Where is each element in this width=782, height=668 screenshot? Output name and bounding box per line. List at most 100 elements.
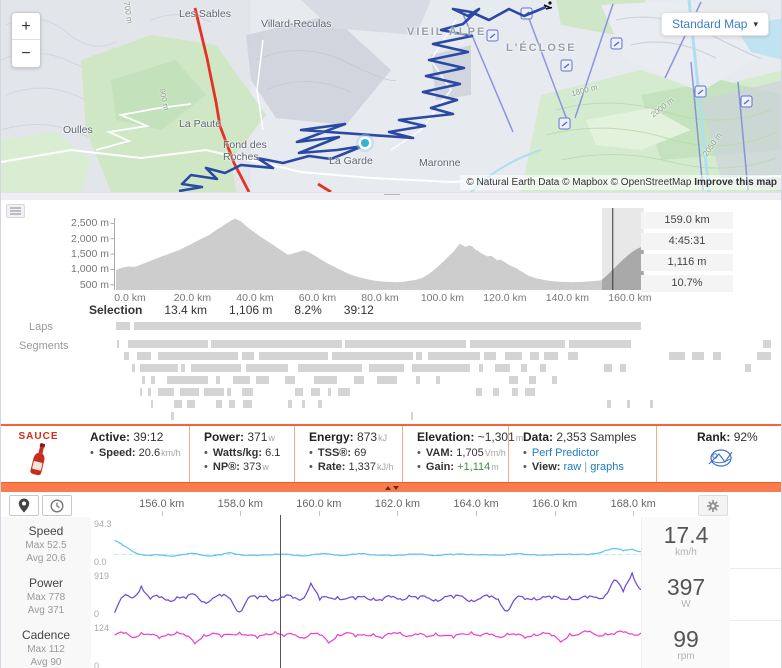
segment-bar[interactable] [528,376,536,384]
segment-bar[interactable] [494,364,511,372]
segment-bar[interactable] [190,364,242,372]
segment-bar[interactable] [484,352,496,360]
segment-bar[interactable] [415,352,422,360]
segment-bar[interactable] [136,352,152,360]
segment-bar[interactable] [505,352,523,360]
segment-bar[interactable] [757,352,771,360]
segment-bar[interactable] [210,340,342,348]
cadence-chart[interactable]: 124 0 [91,621,641,668]
segment-bar[interactable] [203,388,225,396]
segment-bar[interactable] [302,400,306,408]
segment-bar[interactable] [569,340,632,348]
map-style-button[interactable]: Standard Map ▾ [661,12,769,36]
map-zoom-in-button[interactable]: + [12,13,40,40]
segment-bar[interactable] [520,364,528,372]
segment-bar[interactable] [258,352,329,360]
segment-bar[interactable] [763,340,771,348]
segment-bar[interactable] [180,388,200,396]
segment-bar[interactable] [116,340,120,348]
segment-bar[interactable] [242,388,253,396]
segment-bar[interactable] [311,388,320,396]
segment-bar[interactable] [148,388,152,396]
segment-bar[interactable] [744,364,752,372]
segment-bar[interactable] [131,364,135,372]
segment-bar[interactable] [243,400,252,408]
segment-bar[interactable] [173,400,183,408]
segment-bar[interactable] [255,376,270,384]
segment-bar[interactable] [171,412,174,420]
segment-bar[interactable] [284,376,296,384]
segment-bar[interactable] [525,388,536,396]
segment-bar[interactable] [216,376,221,384]
elevation-chart[interactable] [1,200,782,300]
segment-bar[interactable] [332,352,413,360]
segment-bar[interactable] [620,364,626,372]
segment-bar[interactable] [353,376,365,384]
segment-bar[interactable] [157,388,174,396]
segment-bar[interactable] [180,364,186,372]
segment-bar[interactable] [435,376,440,384]
segment-bar[interactable] [567,352,579,360]
segment-bar[interactable] [288,400,292,408]
segment-bar[interactable] [427,352,480,360]
segment-bar[interactable] [294,388,304,396]
segment-bar[interactable] [127,340,208,348]
segment-bar[interactable] [139,364,178,372]
chart-settings-button[interactable] [698,495,728,516]
view-mode-link[interactable]: graphs [590,461,624,473]
segment-bar[interactable] [626,400,631,408]
distance-axis-button[interactable] [9,495,39,516]
segment-bar[interactable] [368,364,404,372]
view-mode-link[interactable]: raw [563,461,582,473]
segment-bar[interactable] [151,376,156,384]
chart-menu-button[interactable] [6,204,25,218]
segment-bar[interactable] [512,388,519,396]
segment-bar[interactable] [338,388,351,396]
segment-bar[interactable] [241,352,254,360]
segment-bar[interactable] [692,352,704,360]
segment-bar[interactable] [415,376,420,384]
segment-bar[interactable] [607,400,611,408]
lap-bar[interactable] [133,322,642,330]
segment-bar[interactable] [509,376,519,384]
segment-bar[interactable] [476,388,483,396]
segment-bar[interactable] [141,376,145,384]
segment-bar[interactable] [226,388,231,396]
segment-bar[interactable] [229,400,236,408]
map-zoom-out-button[interactable]: − [12,40,40,67]
lap-bar[interactable] [116,322,130,330]
improve-map-link[interactable]: Improve this map [694,177,777,188]
segment-bar[interactable] [544,352,559,360]
perf-predictor-link[interactable]: Perf Predictor [528,447,600,459]
segment-bar[interactable] [246,364,288,372]
segment-bar[interactable] [123,352,130,360]
segment-bar[interactable] [216,400,223,408]
segment-bar[interactable] [540,364,547,372]
laps-bars[interactable] [116,322,771,330]
time-axis-button[interactable] [42,495,72,516]
segment-bar[interactable] [412,364,470,372]
segment-bar[interactable] [529,352,540,360]
segment-bar[interactable] [669,352,685,360]
segment-bar[interactable] [345,340,467,348]
map-section[interactable]: Les Sables Villard-Reculas Oulles La Paute F… [1,0,781,192]
segment-bar[interactable] [187,400,195,408]
speed-chart[interactable]: 94.3 0.0 [91,517,641,569]
segment-bar[interactable] [649,400,654,408]
segment-bar[interactable] [551,376,557,384]
segment-bar[interactable] [469,340,565,348]
segment-bar[interactable] [167,376,209,384]
collapse-analysis-bar[interactable] [1,482,781,493]
segment-bar[interactable] [157,352,238,360]
segments-bars[interactable] [116,340,771,424]
segment-bar[interactable] [376,376,397,384]
segment-bar[interactable] [713,352,721,360]
segment-bar[interactable] [492,388,499,396]
segment-bar[interactable] [327,388,332,396]
segment-bar[interactable] [139,388,143,396]
segment-bar[interactable] [603,364,612,372]
segment-bar[interactable] [232,376,250,384]
segment-bar[interactable] [298,364,362,372]
power-chart[interactable]: 919 0 [91,569,641,621]
segment-bar[interactable] [318,400,322,408]
